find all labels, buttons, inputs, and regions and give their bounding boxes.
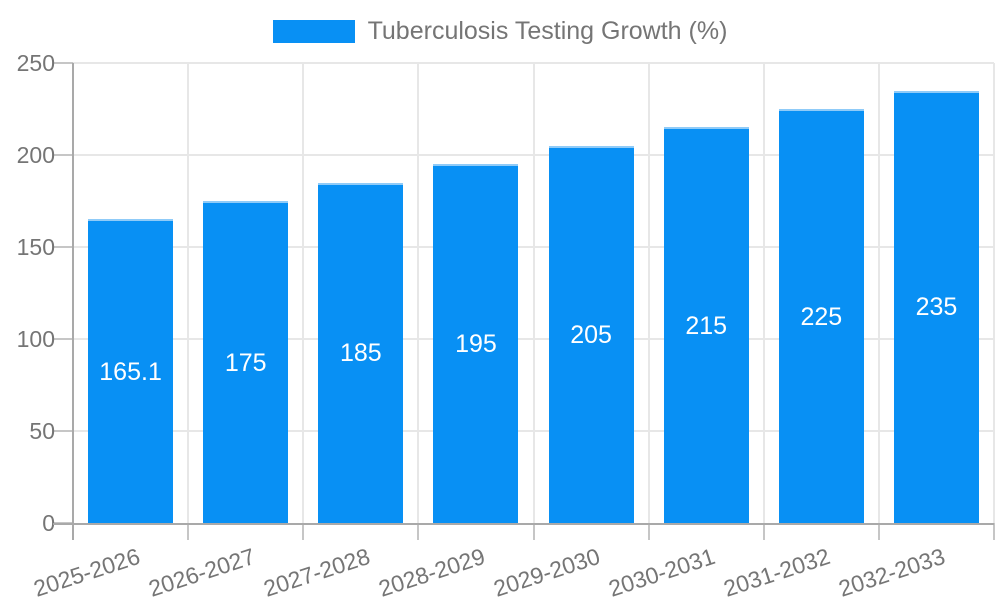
y-axis-tick bbox=[53, 246, 73, 248]
bar[interactable]: 175 bbox=[203, 201, 289, 523]
x-tick-label: 2027-2028 bbox=[260, 543, 373, 600]
gridline-vertical bbox=[417, 63, 420, 523]
plot-area: 0 50 100 150 200 250 165.1 175 185 195 205 215 225 23… bbox=[17, 50, 995, 600]
gridline-vertical bbox=[187, 63, 190, 523]
x-axis-tick bbox=[532, 523, 535, 540]
x-tick-label: 2031-2032 bbox=[720, 543, 834, 600]
x-tick-label: 2032-2033 bbox=[835, 543, 949, 600]
x-tick-label: 2026-2027 bbox=[145, 543, 258, 600]
bar-value-label: 185 bbox=[339, 339, 382, 368]
bar[interactable]: 205 bbox=[548, 145, 634, 523]
y-axis-tick bbox=[53, 430, 73, 432]
x-axis-tick bbox=[187, 523, 190, 540]
bar-value-label: 165.1 bbox=[99, 357, 162, 386]
x-axis-tick bbox=[877, 523, 880, 540]
bar[interactable]: 215 bbox=[663, 127, 749, 523]
y-tick-label: 0 bbox=[42, 510, 55, 536]
bar-value-label: 215 bbox=[685, 311, 728, 340]
x-axis-tick bbox=[417, 523, 420, 540]
bar-value-label: 175 bbox=[224, 348, 267, 377]
gridline-vertical bbox=[532, 63, 535, 523]
bar[interactable]: 225 bbox=[778, 109, 864, 523]
x-axis-line bbox=[53, 523, 994, 525]
bar-value-label: 195 bbox=[455, 330, 497, 359]
gridline-vertical bbox=[762, 63, 765, 523]
legend-swatch[interactable] bbox=[272, 19, 355, 43]
y-axis-tick bbox=[53, 338, 73, 340]
y-tick-label: 150 bbox=[16, 234, 55, 260]
x-axis-tick bbox=[647, 523, 650, 540]
x-tick-label: 2029-2030 bbox=[490, 543, 604, 600]
x-tick-label: 2028-2029 bbox=[375, 543, 488, 600]
gridline-vertical bbox=[993, 63, 995, 523]
bar[interactable]: 195 bbox=[433, 164, 519, 523]
y-axis-tick bbox=[53, 62, 73, 64]
y-axis-line bbox=[72, 63, 74, 540]
y-tick-label: 100 bbox=[16, 326, 55, 352]
gridline-vertical bbox=[877, 63, 880, 523]
x-tick-label: 2030-2031 bbox=[605, 543, 719, 600]
y-tick-label: 200 bbox=[16, 142, 55, 168]
bar-value-label: 225 bbox=[800, 302, 843, 331]
y-tick-label: 250 bbox=[16, 50, 55, 76]
bar[interactable]: 185 bbox=[318, 182, 404, 523]
x-tick-label: 2025-2026 bbox=[29, 543, 143, 600]
y-tick-label: 50 bbox=[29, 418, 55, 444]
gridline-vertical bbox=[302, 63, 305, 523]
legend[interactable]: Tuberculosis Testing Growth (%) bbox=[0, 16, 1000, 46]
x-axis-tick bbox=[993, 523, 995, 540]
gridline-vertical bbox=[647, 63, 650, 523]
bar-value-label: 205 bbox=[570, 320, 612, 349]
bar[interactable]: 165.1 bbox=[88, 219, 174, 523]
legend-label[interactable]: Tuberculosis Testing Growth (%) bbox=[367, 17, 728, 45]
bar[interactable]: 235 bbox=[893, 90, 979, 523]
bar-value-label: 235 bbox=[915, 293, 958, 322]
x-axis-tick bbox=[762, 523, 765, 540]
y-axis-tick bbox=[53, 154, 73, 156]
x-axis-tick bbox=[302, 523, 305, 540]
